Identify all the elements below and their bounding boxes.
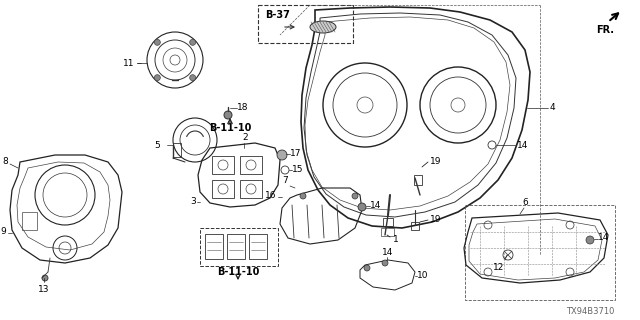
Bar bbox=[381, 228, 394, 236]
Text: 19: 19 bbox=[430, 157, 442, 166]
Circle shape bbox=[189, 75, 196, 81]
Bar bbox=[240, 180, 262, 198]
Text: 2: 2 bbox=[242, 133, 248, 142]
Text: FR.: FR. bbox=[596, 25, 614, 35]
Bar bbox=[212, 180, 234, 198]
Bar bbox=[414, 175, 422, 185]
Bar bbox=[411, 222, 419, 230]
Circle shape bbox=[277, 150, 287, 160]
Text: 15: 15 bbox=[292, 165, 303, 174]
Ellipse shape bbox=[310, 21, 336, 33]
Circle shape bbox=[189, 39, 196, 45]
Text: 1: 1 bbox=[393, 236, 399, 244]
Circle shape bbox=[358, 203, 366, 211]
Circle shape bbox=[382, 260, 388, 266]
Circle shape bbox=[154, 39, 161, 45]
Text: 13: 13 bbox=[38, 285, 50, 294]
Circle shape bbox=[586, 236, 594, 244]
Circle shape bbox=[154, 75, 161, 81]
Bar bbox=[258, 5, 353, 43]
Circle shape bbox=[300, 193, 306, 199]
Text: 5: 5 bbox=[154, 140, 160, 149]
Circle shape bbox=[224, 111, 232, 119]
Circle shape bbox=[42, 275, 48, 281]
Text: 14: 14 bbox=[382, 248, 394, 257]
Text: 17: 17 bbox=[290, 148, 301, 157]
Text: 7: 7 bbox=[282, 176, 288, 185]
Circle shape bbox=[352, 193, 358, 199]
Circle shape bbox=[364, 265, 370, 271]
Text: B-37: B-37 bbox=[266, 10, 291, 20]
Text: 9: 9 bbox=[0, 228, 6, 236]
Text: 14: 14 bbox=[517, 140, 529, 149]
Bar bbox=[383, 218, 393, 226]
Text: 12: 12 bbox=[493, 263, 504, 272]
Text: 3: 3 bbox=[190, 197, 196, 206]
Text: 10: 10 bbox=[417, 271, 429, 281]
Text: 19: 19 bbox=[430, 215, 442, 225]
Bar bbox=[465, 205, 615, 300]
Text: 11: 11 bbox=[122, 59, 134, 68]
Text: B-11-10: B-11-10 bbox=[209, 123, 251, 133]
Text: 18: 18 bbox=[237, 102, 248, 111]
Bar bbox=[173, 143, 181, 157]
Bar bbox=[200, 228, 278, 266]
Bar bbox=[212, 156, 234, 174]
Text: 8: 8 bbox=[3, 157, 8, 166]
Text: B-11-10: B-11-10 bbox=[217, 267, 259, 277]
Bar bbox=[205, 234, 223, 259]
Text: 14: 14 bbox=[598, 234, 609, 243]
Text: 16: 16 bbox=[264, 191, 276, 201]
Bar bbox=[249, 234, 267, 259]
Bar bbox=[227, 234, 245, 259]
Bar bbox=[22, 212, 37, 230]
Text: 6: 6 bbox=[522, 198, 528, 207]
Bar bbox=[240, 156, 262, 174]
Text: TX94B3710: TX94B3710 bbox=[566, 308, 614, 316]
Text: 4: 4 bbox=[550, 103, 556, 113]
Text: 14: 14 bbox=[370, 201, 381, 210]
